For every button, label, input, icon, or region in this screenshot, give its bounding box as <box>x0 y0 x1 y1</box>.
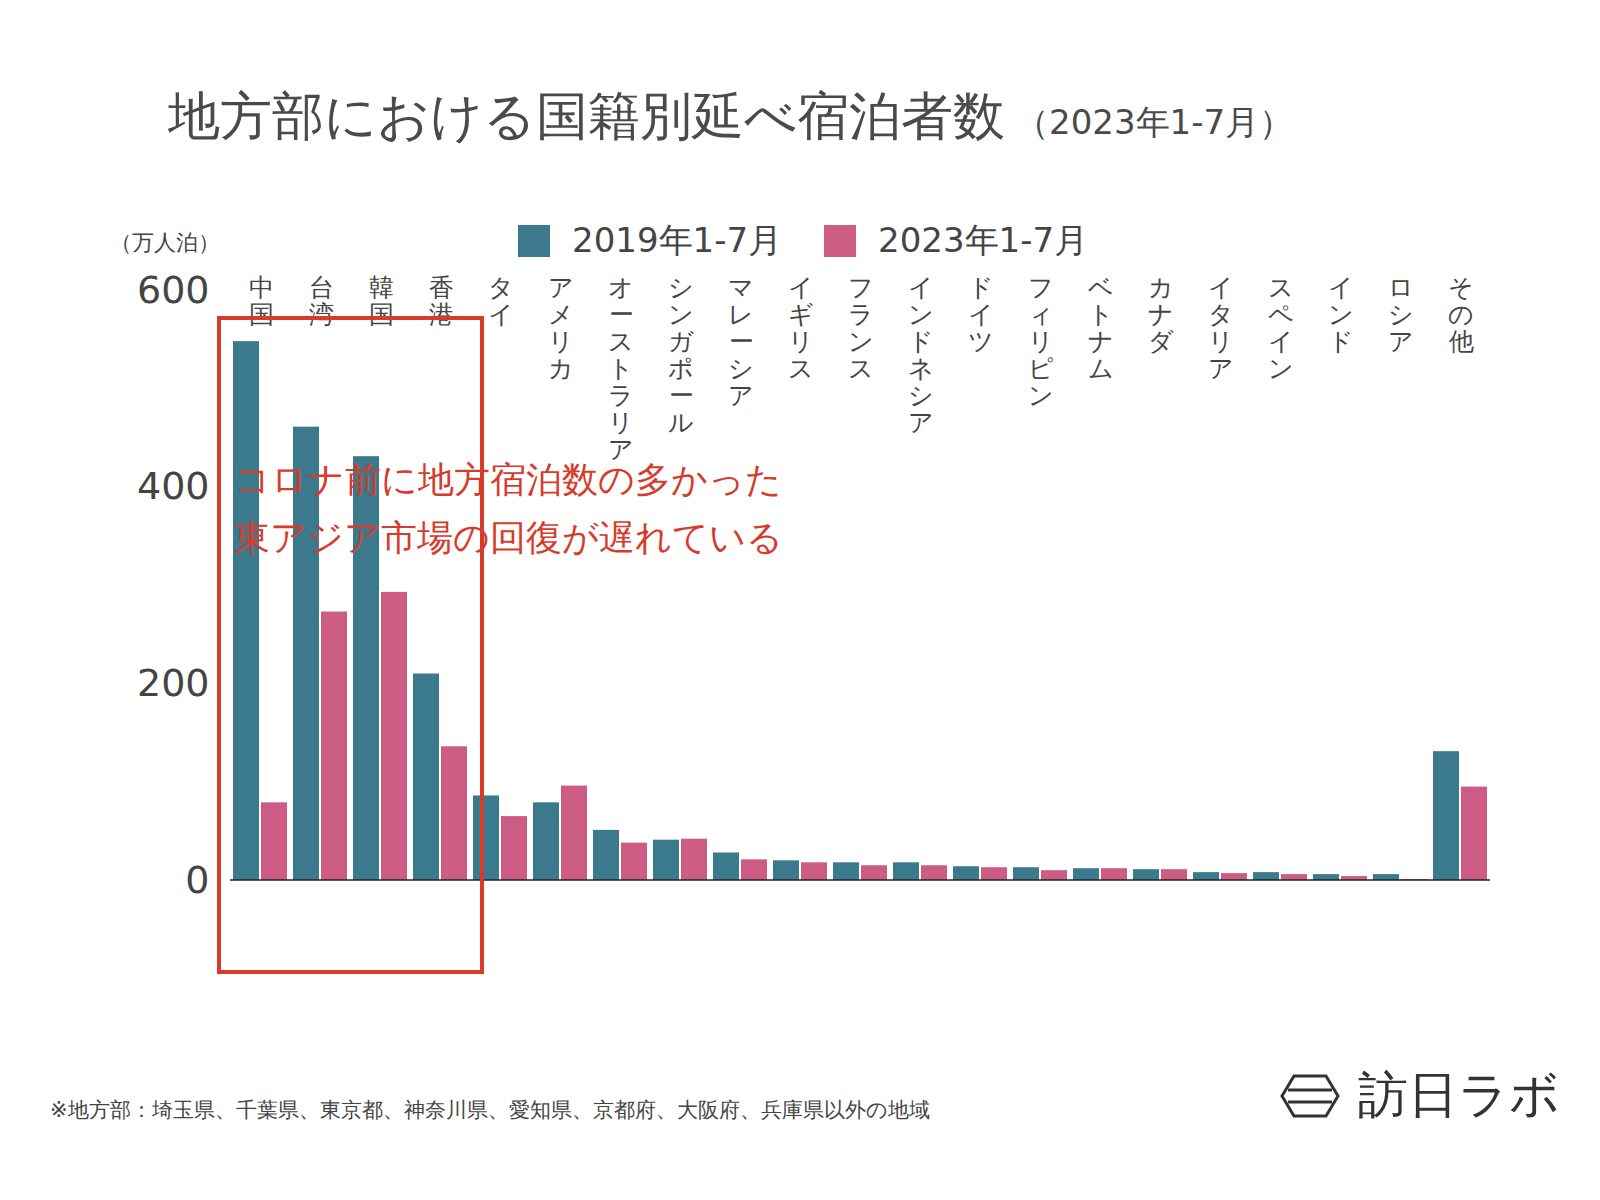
svg-text:ベトナム: ベトナム <box>1088 273 1114 383</box>
svg-text:0: 0 <box>185 858 209 902</box>
html-text:2019年1-7月: 2019年1-7月 <box>572 220 783 260</box>
svg-text:香港: 香港 <box>429 273 454 329</box>
svg-text:200: 200 <box>137 661 210 705</box>
svg-text:カナダ: カナダ <box>1148 273 1174 356</box>
svg-text:スペイン: スペイン <box>1268 273 1294 383</box>
svg-text:オーストラリア: オーストラリア <box>608 273 634 464</box>
svg-text:その他: その他 <box>1448 273 1474 356</box>
svg-text:中国: 中国 <box>249 273 274 329</box>
html-text:※地方部：埼玉県、千葉県、東京都、神奈川県、愛知県、京都府、: ※地方部：埼玉県、千葉県、東京都、神奈川県、愛知県、京都府、大阪府、兵庫県以外の… <box>50 1098 930 1122</box>
svg-text:イタリア: イタリア <box>1208 273 1234 383</box>
html-text:（万人泊）: （万人泊） <box>110 230 220 255</box>
svg-text:コロナ前に地方宿泊数の多かった東アジア市場の回復が遅れている: コロナ前に地方宿泊数の多かった東アジア市場の回復が遅れている <box>234 459 783 558</box>
html-text:訪日ラボ: 訪日ラボ <box>1358 1066 1560 1124</box>
svg-text:ロシア: ロシア <box>1388 273 1414 356</box>
svg-text:ドイツ: ドイツ <box>968 273 994 356</box>
svg-text:600: 600 <box>137 268 210 312</box>
svg-text:フランス: フランス <box>848 273 874 383</box>
html-text:地方部における国籍別延べ宿泊者数 （2023年1-7月）: 地方部における国籍別延べ宿泊者数 （2023年1-7月） <box>168 86 1294 146</box>
svg-text:インド: インド <box>1328 273 1354 356</box>
svg-text:イギリス: イギリス <box>788 273 814 383</box>
svg-text:シンガポール: シンガポール <box>668 273 694 437</box>
svg-text:韓国: 韓国 <box>369 273 394 329</box>
svg-text:400: 400 <box>137 464 210 508</box>
svg-text:台湾: 台湾 <box>309 273 334 329</box>
svg-text:タイ: タイ <box>488 273 514 329</box>
svg-text:インドネシア: インドネシア <box>908 273 934 437</box>
svg-text:マレーシア: マレーシア <box>728 273 754 410</box>
svg-text:アメリカ: アメリカ <box>548 273 574 383</box>
html-text:2023年1-7月: 2023年1-7月 <box>878 220 1089 260</box>
svg-text:フィリピン: フィリピン <box>1028 273 1054 410</box>
